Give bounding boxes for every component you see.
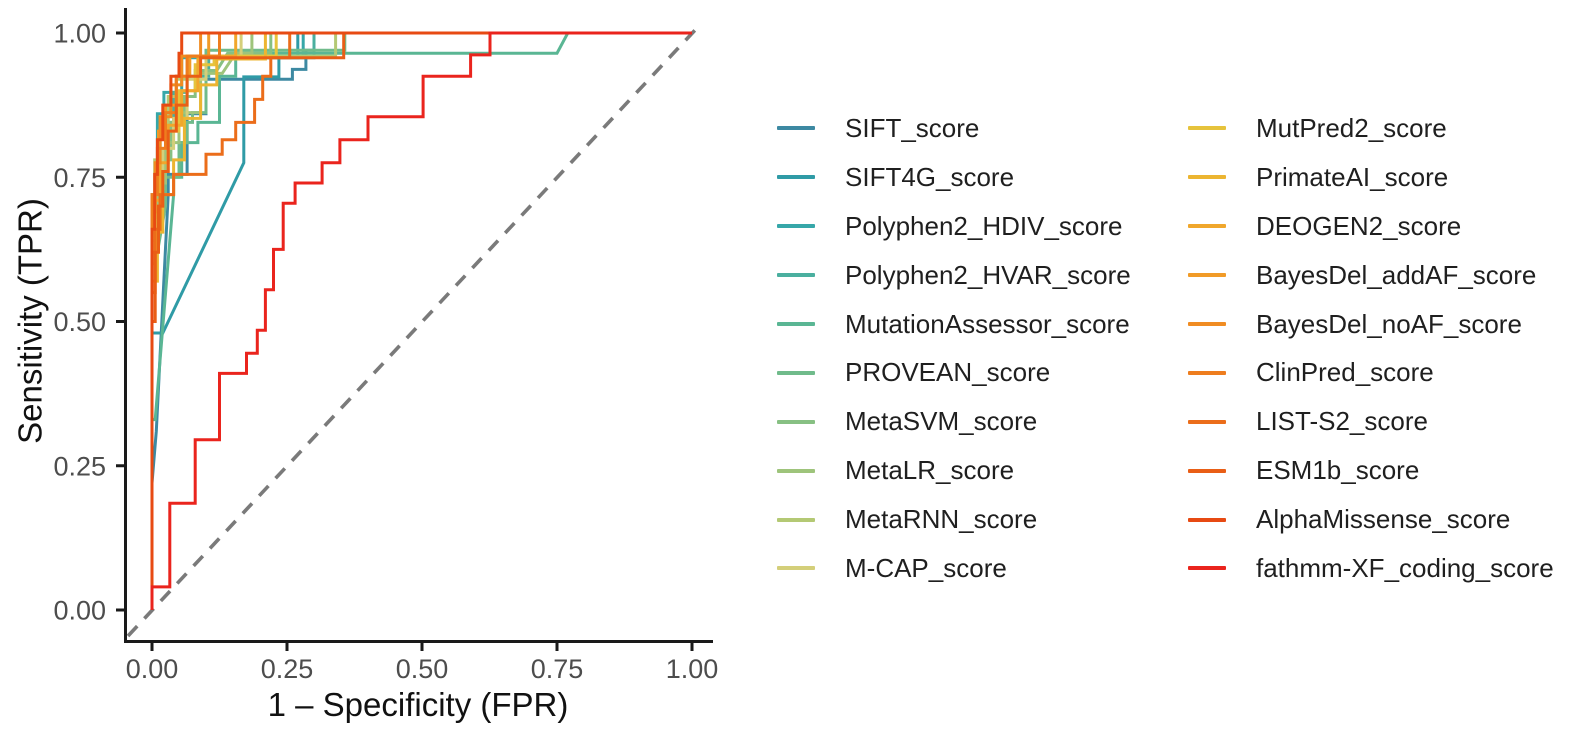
legend-swatch-line: [1188, 224, 1226, 229]
x-tick-label: 1.00: [666, 654, 719, 684]
legend-swatch-line: [777, 370, 815, 375]
diagonal-reference-line: [126, 26, 699, 638]
legend: SIFT_score SIFT4G_score Polyphen2_HDIV_sco…: [777, 104, 1595, 593]
legend-label: MetaRNN_score: [845, 504, 1038, 535]
x-tick-label: 0.25: [261, 654, 314, 684]
legend-item: fathmm-XF_coding_score: [1188, 544, 1595, 593]
legend-label: SIFT_score: [845, 112, 980, 143]
legend-swatch-line: [777, 322, 815, 326]
legend-item: M-CAP_score: [777, 544, 1188, 593]
legend-swatch-line: [1188, 273, 1226, 278]
legend-column-1: SIFT_score SIFT4G_score Polyphen2_HDIV_sco…: [777, 104, 1188, 593]
diagonal-dashed-line: [126, 26, 699, 638]
legend-item: BayesDel_addAF_score: [1188, 251, 1595, 300]
legend-label: BayesDel_addAF_score: [1256, 259, 1537, 290]
legend-label: Polyphen2_HDIV_score: [845, 210, 1123, 241]
roc-curves: [150, 31, 692, 610]
legend-swatch-line: [1188, 126, 1226, 131]
legend-label: Polyphen2_HVAR_score: [845, 259, 1131, 290]
legend-swatch-line: [1188, 468, 1226, 473]
legend-swatch-line: [1188, 175, 1226, 180]
legend-swatch-line: [777, 224, 815, 229]
legend-item: SIFT_score: [777, 104, 1188, 153]
legend-swatch-line: [1188, 566, 1226, 571]
legend-swatch-line: [777, 468, 815, 473]
legend-item: Polyphen2_HVAR_score: [777, 251, 1188, 300]
legend-item: SIFT4G_score: [777, 153, 1188, 202]
legend-item: MetaSVM_score: [777, 397, 1188, 446]
legend-item: LIST-S2_score: [1188, 397, 1595, 446]
legend-label: AlphaMissense_score: [1256, 504, 1511, 535]
legend-label: ESM1b_score: [1256, 455, 1420, 486]
legend-label: fathmm-XF_coding_score: [1256, 552, 1554, 583]
legend-label: MutationAssessor_score: [845, 308, 1130, 339]
legend-swatch-line: [777, 126, 815, 131]
y-axis-title: Sensitivity (TPR): [12, 198, 49, 444]
legend-label: ClinPred_score: [1256, 357, 1434, 388]
legend-swatch-line: [777, 566, 815, 571]
legend-label: PROVEAN_score: [845, 357, 1051, 388]
legend-swatch-line: [777, 273, 815, 278]
x-tick-label: 0.75: [531, 654, 584, 684]
y-tick-label: 0.00: [53, 596, 106, 626]
legend-column-2: MutPred2_score PrimateAI_score DEOGEN2_sco…: [1188, 104, 1595, 593]
y-tick-label: 0.50: [53, 307, 106, 337]
legend-item: ESM1b_score: [1188, 446, 1595, 495]
legend-label: MetaSVM_score: [845, 406, 1038, 437]
legend-swatch-line: [1188, 370, 1226, 375]
x-tick-label: 0.50: [396, 654, 449, 684]
legend-item: DEOGEN2_score: [1188, 202, 1595, 251]
legend-item: MutPred2_score: [1188, 104, 1595, 153]
legend-item: ClinPred_score: [1188, 348, 1595, 397]
x-axis-title: 1 – Specificity (FPR): [268, 686, 569, 723]
y-tick-label: 0.25: [53, 451, 106, 481]
legend-item: AlphaMissense_score: [1188, 495, 1595, 544]
legend-label: M-CAP_score: [845, 552, 1007, 583]
y-tick-label: 0.75: [53, 163, 106, 193]
x-tick-label: 0.00: [126, 654, 179, 684]
legend-item: BayesDel_noAF_score: [1188, 300, 1595, 349]
legend-swatch-line: [777, 419, 815, 424]
legend-label: DEOGEN2_score: [1256, 210, 1462, 241]
legend-label: SIFT4G_score: [845, 161, 1015, 192]
legend-label: PrimateAI_score: [1256, 161, 1449, 192]
roc-curve-ESM1b_score: [150, 31, 692, 610]
legend-item: Polyphen2_HDIV_score: [777, 202, 1188, 251]
legend-label: MutPred2_score: [1256, 112, 1447, 143]
axes: 0.00 0.25 0.50 0.75 1.00 0.00 0.25 0.50 0.75 1.00: [53, 8, 718, 684]
legend-item: MutationAssessor_score: [777, 300, 1188, 349]
legend-swatch-line: [777, 175, 815, 180]
legend-swatch-line: [1188, 419, 1226, 424]
legend-label: LIST-S2_score: [1256, 406, 1428, 437]
legend-swatch-line: [1188, 517, 1226, 522]
legend-item: MetaRNN_score: [777, 495, 1188, 544]
y-tick-label: 1.00: [53, 19, 106, 49]
legend-item: PROVEAN_score: [777, 348, 1188, 397]
legend-swatch-line: [777, 517, 815, 522]
legend-label: BayesDel_noAF_score: [1256, 308, 1522, 339]
legend-label: MetaLR_score: [845, 455, 1015, 486]
legend-swatch-line: [1188, 322, 1226, 326]
roc-plot: 0.00 0.25 0.50 0.75 1.00 0.00 0.25 0.50 0.75 1.00…: [12, 8, 718, 723]
roc-curve-AlphaMissense_score: [150, 31, 692, 610]
roc-curve-MutationAssessor_score: [150, 31, 692, 610]
legend-item: MetaLR_score: [777, 446, 1188, 495]
roc-curve-fathmm-XF_coding_score: [150, 31, 692, 610]
legend-item: PrimateAI_score: [1188, 153, 1595, 202]
